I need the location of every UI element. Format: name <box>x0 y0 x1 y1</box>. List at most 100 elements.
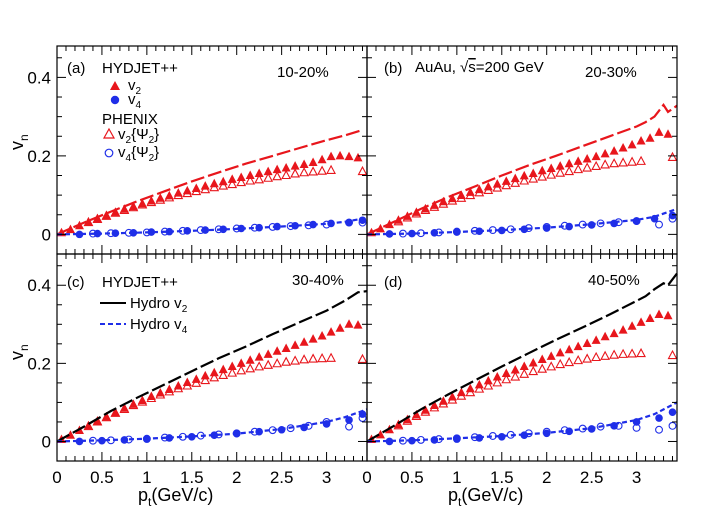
x-tick-label: 0 <box>52 468 61 487</box>
phenix-v2-point <box>245 175 256 185</box>
phenix-v4-point <box>668 421 677 430</box>
phenix-v2-point <box>155 194 166 204</box>
hydjet-v2-point <box>254 168 264 178</box>
phenix-v2-point <box>537 363 548 373</box>
phenix-v2-point <box>128 399 139 410</box>
x-tick-label: 1 <box>142 468 151 487</box>
hydjet-v2-point <box>236 172 246 181</box>
legend-c-model-label: HYDJET++ <box>102 274 178 291</box>
hydjet-v2-point <box>609 328 619 338</box>
hydjet-v4-point <box>385 230 394 238</box>
phenix-v2-point <box>618 157 629 167</box>
phenix-v2-point <box>465 386 476 397</box>
hydjet-v2-point <box>375 223 385 233</box>
phenix-v2-point <box>546 361 557 371</box>
phenix-v2-point <box>474 383 485 393</box>
y-tick-label: 0 <box>42 225 51 244</box>
phenix-v4-point <box>452 434 461 443</box>
phenix-v2-point <box>191 185 202 196</box>
hydjet-v2-point <box>636 135 646 145</box>
phenix-v2-point <box>272 171 283 181</box>
hydjet-v2-point <box>317 331 327 340</box>
phenix-v2-point <box>420 204 431 214</box>
phenix-v2-point <box>456 390 467 400</box>
phenix-v2-point <box>667 151 678 162</box>
phenix-v2-point <box>528 365 539 376</box>
hydjet-v2-point <box>663 129 673 138</box>
phenix-v2-point <box>600 159 611 169</box>
hydjet-v2-point <box>627 321 637 330</box>
phenix-v2-point <box>537 171 548 181</box>
phenix-v2-point <box>308 166 319 176</box>
hydjet-v2-point <box>537 354 547 363</box>
hydjet-v2-point <box>546 163 556 172</box>
phenix-v2-point <box>290 355 301 365</box>
hydjet-v4-point <box>497 226 506 235</box>
phenix-v2-point <box>182 380 193 390</box>
legend-v4-marker <box>110 95 120 105</box>
phenix-v2-point <box>164 192 175 202</box>
phenix-v2-point <box>618 348 629 358</box>
hydjet-v2-point <box>627 139 637 149</box>
hydjet-v2-point <box>344 319 354 328</box>
hydjet-v4-point <box>668 408 677 416</box>
hydjet-v2-point <box>164 384 174 394</box>
legend-v4-label: v4 <box>128 91 142 111</box>
phenix-v2-point <box>110 207 121 217</box>
hydjet-v2-point <box>335 323 345 332</box>
hydjet-v2-point <box>510 364 520 374</box>
hydjet-v2-point <box>353 152 363 162</box>
hydro-v2-curve-d <box>366 272 678 443</box>
hydjet-v2-point <box>353 320 363 329</box>
hydjet-v4-point <box>75 437 84 446</box>
hydjet-v2-point <box>555 347 565 357</box>
hydjet-v2-point <box>308 157 318 167</box>
phenix-v2-point <box>357 353 368 364</box>
hydjet-v2-point <box>645 133 655 142</box>
x-tick-label: 0 <box>362 468 371 487</box>
phenix-v2-point <box>438 198 449 208</box>
phenix-v4-point <box>655 220 663 229</box>
hydjet-v2-point <box>227 361 237 370</box>
x-tick-label: 2.5 <box>580 468 604 487</box>
y-tick-label: 0.2 <box>27 354 51 373</box>
hydjet-v2-point <box>564 344 574 354</box>
hydjet-v2-point <box>528 168 538 178</box>
hydjet-v2-point <box>245 170 255 180</box>
x-tick-label: 2 <box>542 468 551 487</box>
ticks-layer: 0 0.2 0.4 0 0.2 0.4 0 0.5 1 1.5 2 2.5 3 0 0.5 1 1.5 2 2.5 3 <box>27 46 677 487</box>
phenix-v2-point <box>447 195 458 205</box>
phenix-v2-point <box>411 208 422 218</box>
phenix-v2-point <box>317 353 327 363</box>
hydjet-v2-point <box>263 349 273 358</box>
phenix-v2-point <box>357 165 368 176</box>
hydjet-v2-point <box>290 161 300 170</box>
y-tick-label: 0.4 <box>27 68 51 87</box>
phenix-v4-point <box>286 222 295 231</box>
phenix-v2-point <box>281 356 292 366</box>
x-tick-label: 2 <box>232 468 241 487</box>
phenix-v2-point <box>447 394 458 404</box>
legend-hydro-v2-label: Hydro v2 <box>130 295 188 315</box>
legend-panel-c: HYDJET++ Hydro v2 Hydro v4 <box>100 274 188 336</box>
hydjet-v4-point <box>75 230 84 239</box>
phenix-v2-point <box>438 398 449 408</box>
phenix-v2-point <box>281 169 292 180</box>
phenix-v2-point <box>299 167 310 177</box>
hydjet-v2-point <box>600 148 610 158</box>
system-label: AuAu, √s=200 GeV <box>415 59 544 76</box>
phenix-v2-point <box>528 173 539 183</box>
hydjet-v2-point <box>573 341 583 351</box>
y-axis-label-top: vn <box>7 134 31 150</box>
phenix-v4-point <box>358 414 367 422</box>
phenix-v2-point <box>146 196 157 207</box>
hydjet-v2-point <box>281 163 291 172</box>
phenix-v2-point <box>182 187 193 198</box>
phenix-v4-point <box>632 423 641 432</box>
hydjet-v2-point <box>519 361 529 370</box>
phenix-v2-point <box>299 354 310 364</box>
panel-label-d: (d) <box>384 274 402 291</box>
hydjet-v4-point <box>385 437 394 446</box>
hydjet-v2-point <box>227 174 237 183</box>
hydjet-v2-point <box>281 343 291 353</box>
